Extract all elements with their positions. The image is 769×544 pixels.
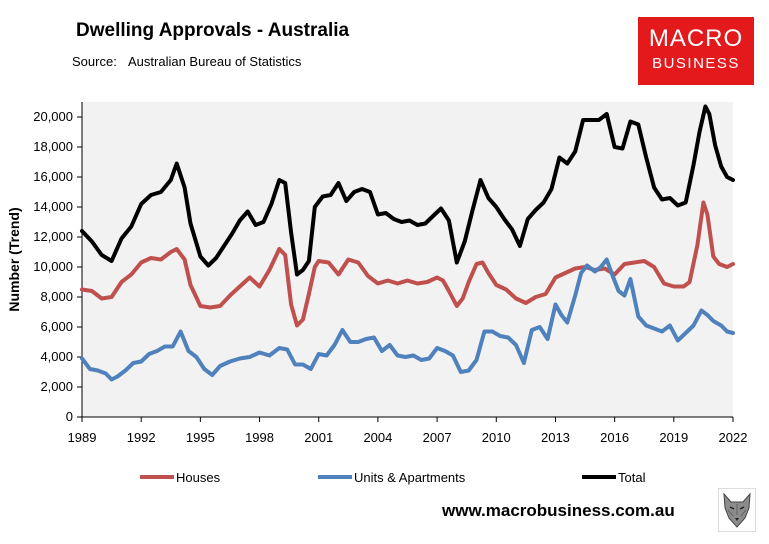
legend-label-total: Total [618,470,646,485]
macro-business-logo: MACRO BUSINESS [638,17,754,85]
source-value: Australian Bureau of Statistics [128,54,302,69]
y-tick-label: 18,000 [33,139,73,154]
x-tick-label: 1992 [127,430,156,445]
y-tick-label: 16,000 [33,169,73,184]
x-tick-label: 2016 [600,430,629,445]
y-tick-label: 10,000 [33,259,73,274]
wolf-icon [718,488,756,532]
source-label: Source: [72,54,117,69]
y-axis-label: Number (Trend) [6,207,22,311]
x-tick-label: 1998 [245,430,274,445]
x-tick-label: 2001 [304,430,333,445]
x-tick-label: 2010 [482,430,511,445]
series-line-units-apartments [80,257,735,382]
logo-line-1: MACRO [648,25,744,52]
logo-line-2: BUSINESS [652,55,740,72]
series-line-houses [80,200,735,328]
series-line-total [80,104,735,277]
x-tick-label: 2019 [659,430,688,445]
chart-title: Dwelling Approvals - Australia [76,20,350,41]
y-tick-label: 20,000 [33,109,73,124]
y-tick-label: 14,000 [33,199,73,214]
x-tick-label: 1989 [68,430,97,445]
x-tick-label: 2007 [423,430,452,445]
x-tick-label: 1995 [186,430,215,445]
y-tick-label: 12,000 [33,229,73,244]
x-tick-label: 2022 [719,430,748,445]
legend-label-houses: Houses [176,470,221,485]
y-tick-label: 4,000 [40,349,73,364]
x-tick-label: 2013 [541,430,570,445]
x-tick-label: 2004 [363,430,392,445]
y-tick-label: 2,000 [40,379,73,394]
plot-area [82,102,733,417]
website-link[interactable]: www.macrobusiness.com.au [442,501,675,520]
y-tick-label: 8,000 [40,289,73,304]
y-tick-label: 6,000 [40,319,73,334]
legend-label-units-apartments: Units & Apartments [354,470,466,485]
y-tick-label: 0 [66,409,73,424]
